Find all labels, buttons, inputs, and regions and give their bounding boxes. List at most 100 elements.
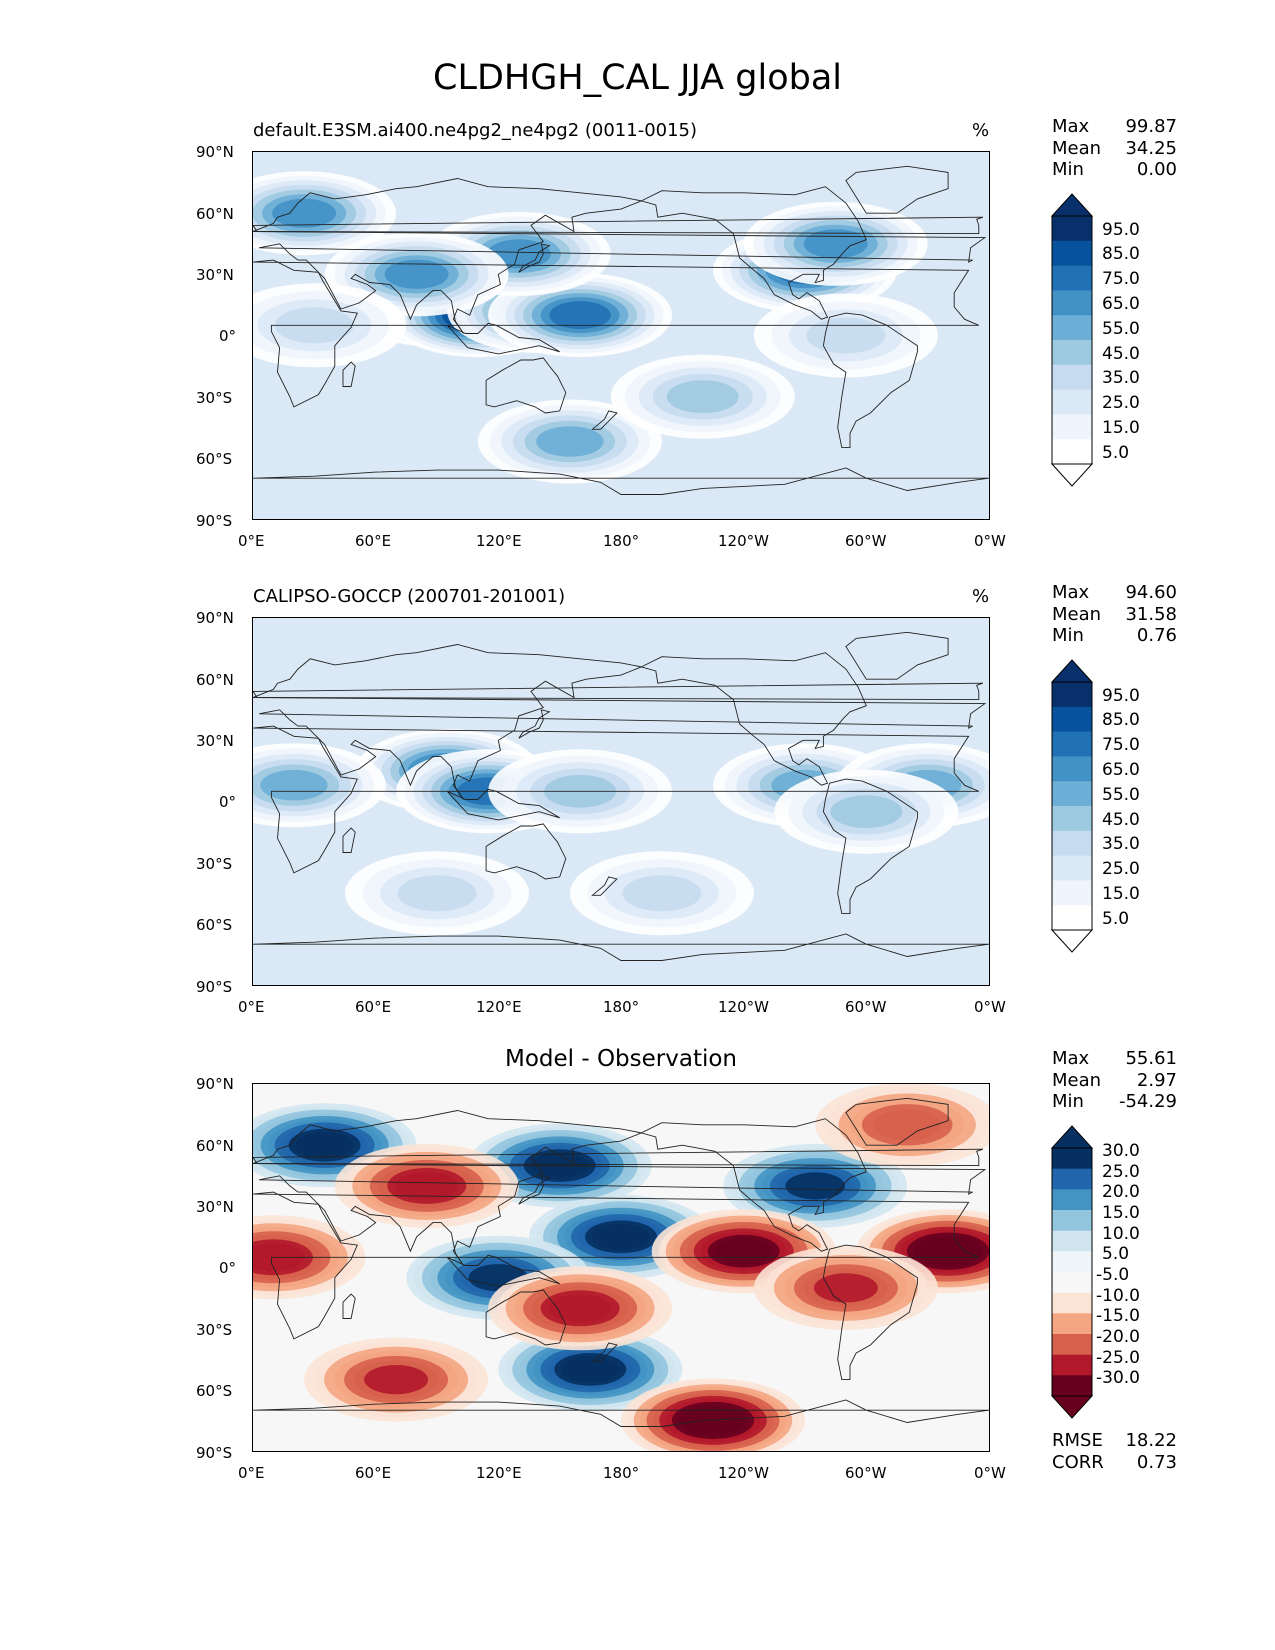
model-coastline-africa xyxy=(253,259,979,408)
difference-stat-mean-value: 2.97 xyxy=(1136,1070,1177,1091)
difference-colorbar-swatch-2 xyxy=(1052,1189,1092,1211)
difference-colorbar-frame xyxy=(1051,1147,1093,1397)
difference-field-blob-1-level-10 xyxy=(530,1152,589,1179)
model-xtick-0e: 0°E xyxy=(238,532,265,550)
difference-colorbar-swatch-3 xyxy=(1052,1210,1092,1232)
difference-field-blob-4-level-10 xyxy=(561,1356,620,1383)
observation-colorbar-label-5: 45.0 xyxy=(1102,809,1140,830)
model-field-blob-3-level-8 xyxy=(549,301,611,330)
model-units-label: % xyxy=(972,120,990,141)
model-xtick-120e: 120°E xyxy=(476,532,522,550)
model-colorbar-swatch-2 xyxy=(1052,265,1092,291)
difference-coastline-antarctica xyxy=(253,1399,989,1427)
difference-field-blob-10-level-7 xyxy=(813,1273,878,1303)
difference-panel: Model - Observation 90°N 60°N 30°N 0° 30… xyxy=(0,932,1275,1482)
model-colorbar-label-0: 95.0 xyxy=(1102,219,1140,240)
observation-colorbar-label-2: 75.0 xyxy=(1102,735,1140,756)
difference-colorbar-swatch-10 xyxy=(1052,1354,1092,1376)
model-colorbar-swatch-7 xyxy=(1052,389,1092,415)
observation-colorbar-swatch-1 xyxy=(1052,706,1092,733)
observation-colorbar-swatch-8 xyxy=(1052,880,1092,906)
model-coastline-japan xyxy=(518,243,551,273)
model-colorbar-label-5: 45.0 xyxy=(1102,343,1140,364)
model-colorbar-swatch-1 xyxy=(1052,240,1092,267)
observation-map-canvas xyxy=(253,618,989,985)
observation-coastline-greenland xyxy=(845,631,949,680)
observation-coastline-uk xyxy=(253,682,984,701)
observation-ytick-60n: 60°N xyxy=(196,671,234,689)
model-field-blob-11-level-4 xyxy=(806,317,886,354)
observation-coastline-madagascar xyxy=(342,827,356,853)
difference-xtick-0e: 0°E xyxy=(238,1464,265,1482)
observation-colorbar-swatch-5 xyxy=(1052,806,1092,832)
model-colorbar-frame xyxy=(1051,215,1093,465)
observation-colorbar-label-4: 55.0 xyxy=(1102,784,1140,805)
observation-ytick-90n: 90°N xyxy=(196,609,234,627)
observation-colorbar-label-1: 85.0 xyxy=(1102,710,1140,731)
model-coastline-newzealand xyxy=(591,410,618,430)
difference-ytick-60n: 60°N xyxy=(196,1137,234,1155)
observation-panel: CALIPSO-GOCCP (200701-201001) % 90°N 60°… xyxy=(0,466,1275,1016)
observation-coastline-samerica xyxy=(822,778,918,915)
model-coastline-indonesia xyxy=(446,322,560,355)
observation-field-blob-8-level-4 xyxy=(622,875,702,912)
observation-stat-min-value: 0.76 xyxy=(1136,625,1177,646)
model-colorbar-label-9: 5.0 xyxy=(1102,442,1130,463)
observation-xtick-0e: 0°E xyxy=(238,998,265,1016)
model-field-blob-8-level-7 xyxy=(272,198,337,228)
model-coastline-australia xyxy=(485,357,567,414)
model-coastline-madagascar xyxy=(342,361,356,387)
observation-colorbar-swatch-7 xyxy=(1052,855,1092,881)
observation-colorbar-label-3: 65.0 xyxy=(1102,760,1140,780)
model-coastline-samerica xyxy=(822,312,918,449)
difference-ytick-90n: 90°N xyxy=(196,1075,234,1093)
model-colorbar-label-3: 65.0 xyxy=(1102,294,1140,314)
observation-colorbar-label-8: 15.0 xyxy=(1102,884,1140,904)
difference-colorbar xyxy=(1050,1125,1094,1419)
model-ytick-0: 0° xyxy=(219,327,237,345)
observation-colorbar-label-9: 5.0 xyxy=(1102,908,1130,929)
difference-colorbar-label-4: 10.0 xyxy=(1102,1223,1140,1244)
observation-xtick-180: 180° xyxy=(603,998,640,1016)
model-xtick-60w: 60°W xyxy=(845,532,887,550)
model-colorbar-swatch-5 xyxy=(1052,340,1092,366)
difference-colorbar-label-9: -20.0 xyxy=(1096,1327,1140,1348)
model-coastline-uk xyxy=(253,216,984,235)
observation-stat-mean-label: Mean xyxy=(1052,604,1102,625)
observation-colorbar-frame xyxy=(1051,681,1093,931)
model-stat-max-label: Max xyxy=(1052,116,1090,137)
observation-ytick-90s: 90°S xyxy=(196,978,233,996)
difference-ytick-0: 0° xyxy=(219,1259,237,1277)
model-coastline-namerica xyxy=(640,186,867,320)
model-colorbar-label-2: 75.0 xyxy=(1102,269,1140,290)
observation-coastline-antarctica xyxy=(253,933,989,961)
figure-title: CLDHGH_CAL JJA global xyxy=(433,58,842,98)
difference-stat-max-label: Max xyxy=(1052,1048,1090,1069)
difference-stat-max-value: 55.61 xyxy=(1125,1048,1177,1069)
model-map-canvas xyxy=(253,152,989,519)
model-colorbar-extend-max xyxy=(1050,193,1094,217)
difference-colorbar-swatch-9 xyxy=(1052,1334,1092,1356)
observation-xtick-0w: 0°W xyxy=(974,998,1006,1016)
difference-coastline-eurasia xyxy=(253,1110,987,1266)
difference-xtick-120e: 120°E xyxy=(476,1464,522,1482)
difference-ytick-60s: 60°S xyxy=(196,1382,233,1400)
difference-stat-mean-label: Mean xyxy=(1052,1070,1102,1091)
model-colorbar-label-1: 85.0 xyxy=(1102,244,1140,265)
difference-colorbar-swatch-5 xyxy=(1052,1251,1092,1273)
model-stat-min-value: 0.00 xyxy=(1136,159,1177,180)
observation-colorbar-label-0: 95.0 xyxy=(1102,685,1140,706)
difference-coastline-uk xyxy=(253,1148,984,1167)
observation-colorbar-label-7: 25.0 xyxy=(1102,859,1140,880)
observation-coastline-indonesia xyxy=(446,788,560,821)
observation-colorbar-swatch-9 xyxy=(1052,905,1092,931)
observation-coastline-japan xyxy=(518,709,551,739)
observation-colorbar-swatch-3 xyxy=(1052,756,1092,782)
observation-coastline-australia xyxy=(485,823,567,880)
observation-units-label: % xyxy=(972,586,990,607)
model-coastline-eurasia xyxy=(253,178,987,334)
model-coastline-greenland xyxy=(845,165,949,214)
observation-ytick-30s: 30°S xyxy=(196,855,233,873)
difference-colorbar-swatch-6 xyxy=(1052,1272,1092,1294)
difference-coastline-australia xyxy=(485,1289,567,1346)
